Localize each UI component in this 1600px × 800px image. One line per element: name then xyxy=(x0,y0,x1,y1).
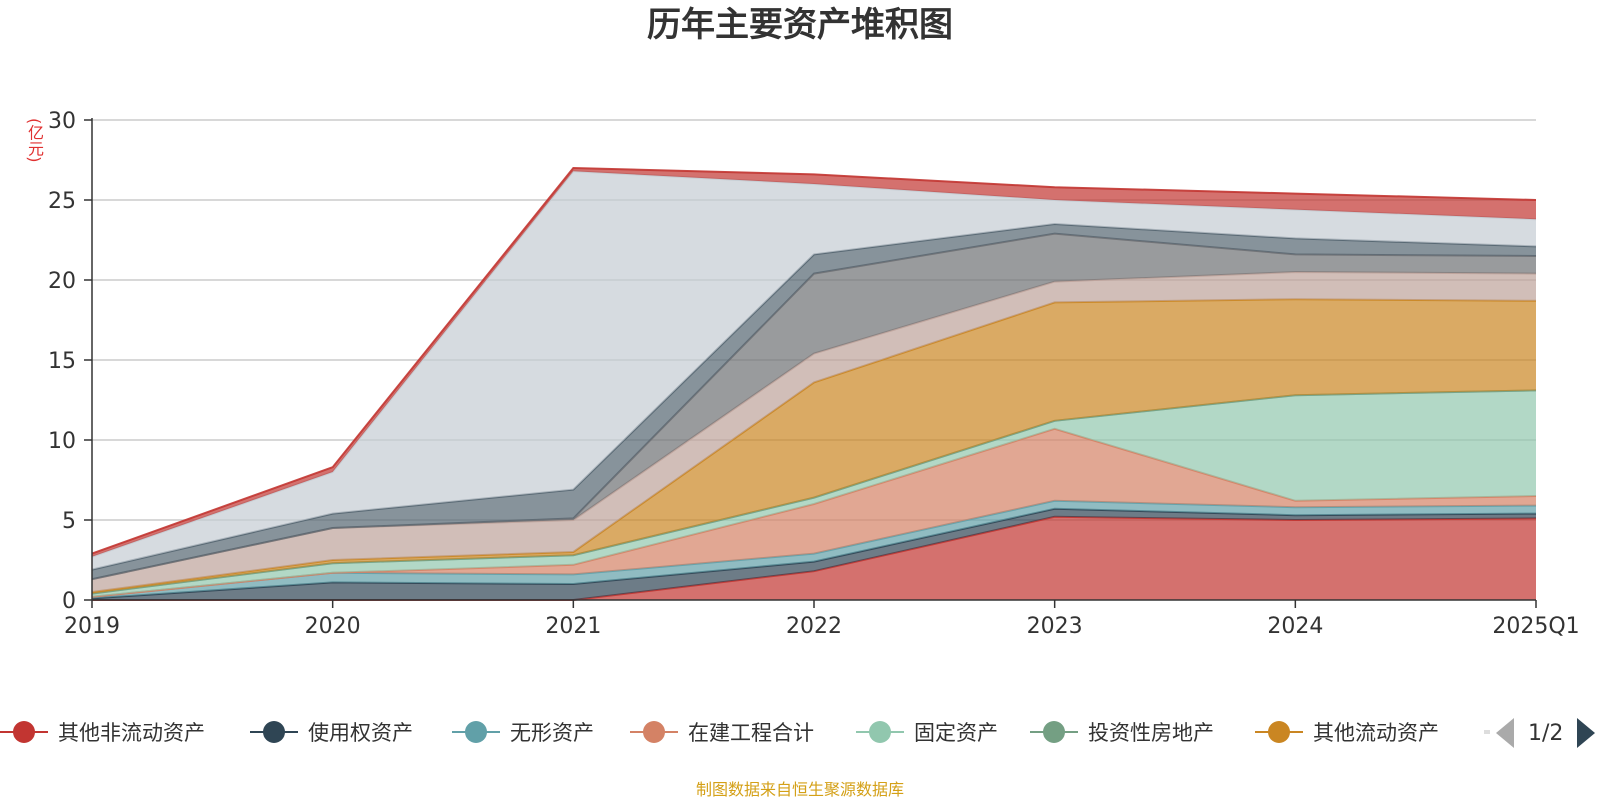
pager-prev-arrow-icon[interactable] xyxy=(1496,718,1514,748)
area-series-7 xyxy=(92,272,1536,592)
legend-label: 其他非流动资产 xyxy=(58,721,205,745)
y-tick-label: 0 xyxy=(62,589,76,614)
y-tick-label: 20 xyxy=(48,269,76,294)
x-tick-label: 2023 xyxy=(1027,614,1083,639)
y-tick-label: 15 xyxy=(48,349,76,374)
area-series-9 xyxy=(92,224,1536,580)
legend-pager: 1/2 xyxy=(1496,716,1596,750)
legend-item-other-noncurrent-assets[interactable]: 其他非流动资产 xyxy=(0,714,205,750)
legend-label: 在建工程合计 xyxy=(688,721,814,745)
area-series-3 xyxy=(92,428,1536,597)
legend-marker-icon xyxy=(0,714,48,750)
x-tick-label: 2019 xyxy=(64,614,120,639)
area-series-8 xyxy=(92,233,1536,580)
x-tick-label: 2024 xyxy=(1267,614,1323,639)
area-series-0 xyxy=(92,516,1536,600)
stacked-area-chart: 0 5 10 15 20 25 30 2019 2020 2021 2022 2023 2024 2025… xyxy=(48,109,1580,639)
x-tick-label: 2025Q1 xyxy=(1492,614,1579,639)
area-series-1 xyxy=(92,508,1536,600)
y-tick-label: 5 xyxy=(62,509,76,534)
source-note: 制图数据来自恒生聚源数据库 xyxy=(695,780,904,799)
area-series-6 xyxy=(92,299,1536,594)
legend-marker-icon xyxy=(856,714,904,750)
pager-next-arrow-icon[interactable] xyxy=(1577,718,1596,748)
y-axis-unit-label: (亿元) xyxy=(25,118,44,163)
legend-item-investment-property[interactable]: 投资性房地产 xyxy=(1030,714,1214,750)
axes: 0 5 10 15 20 25 30 2019 2020 2021 2022 2023 2024 2025… xyxy=(48,109,1580,639)
x-tick-label: 2021 xyxy=(545,614,601,639)
legend-marker-icon xyxy=(630,714,678,750)
legend-item-right-of-use-assets[interactable]: 使用权资产 xyxy=(250,714,413,750)
legend-marker-icon xyxy=(452,714,500,750)
legend-marker-icon xyxy=(250,714,298,750)
pager-page-text: 1/2 xyxy=(1528,720,1564,746)
legend-label: 无形资产 xyxy=(510,721,594,745)
x-tick-label: 2022 xyxy=(786,614,842,639)
legend-label: 使用权资产 xyxy=(308,721,413,745)
y-tick-label: 30 xyxy=(48,109,76,134)
legend-item-other-current-assets[interactable]: 其他流动资产 xyxy=(1255,714,1439,750)
area-line-11 xyxy=(91,166,1537,555)
legend-overflow-marker xyxy=(1484,730,1490,734)
y-tick-label: 10 xyxy=(48,429,76,454)
legend-label: 其他流动资产 xyxy=(1313,721,1439,745)
chart-title: 历年主要资产堆积图 xyxy=(647,5,953,45)
area-series-11 xyxy=(92,168,1536,557)
legend-item-construction-in-progress[interactable]: 在建工程合计 xyxy=(630,714,814,750)
legend-label: 投资性房地产 xyxy=(1088,721,1214,745)
y-tick-label: 25 xyxy=(48,189,76,214)
legend-item-intangible-assets[interactable]: 无形资产 xyxy=(452,714,594,750)
area-series-4 xyxy=(92,390,1536,597)
legend-marker-icon xyxy=(1255,714,1303,750)
area-series-10 xyxy=(92,171,1536,570)
legend-item-fixed-assets[interactable]: 固定资产 xyxy=(856,714,998,750)
legend-label: 固定资产 xyxy=(914,721,998,745)
legend: 其他非流动资产 使用权资产 无形资产 在建工程合计 固定资产 投资性房地产 其他… xyxy=(0,714,1600,754)
legend-marker-icon xyxy=(1030,714,1078,750)
area-series-layer xyxy=(91,166,1537,601)
x-tick-label: 2020 xyxy=(305,614,361,639)
